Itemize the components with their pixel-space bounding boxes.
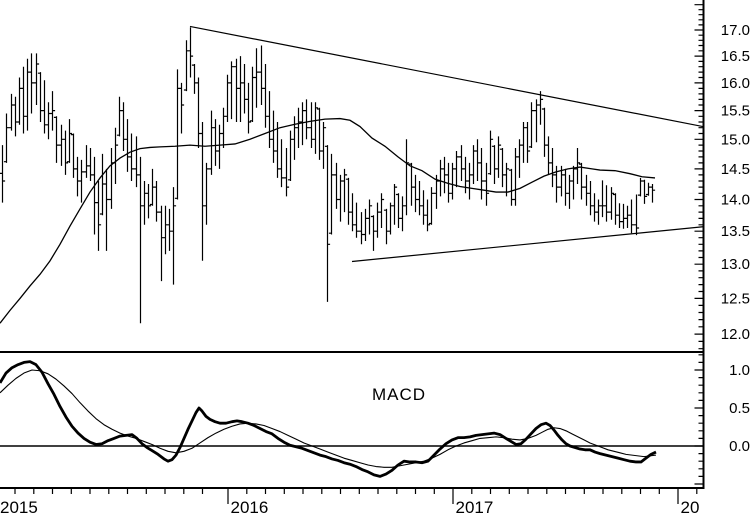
resistance-trendline [189, 25, 703, 128]
time-axis: 2015 2016 2017 20 [0, 488, 699, 517]
year-label: 20 [681, 498, 700, 517]
price-axis-label: 16.5 [721, 48, 750, 65]
macd-axis-ticks [694, 354, 704, 485]
price-axis-label: 15.0 [721, 131, 750, 148]
time-axis-ticks [14, 488, 698, 504]
year-label: 2016 [231, 498, 269, 517]
price-axis-label: 16.0 [721, 75, 750, 92]
macd-axis-label: 0.5 [729, 400, 750, 417]
price-axis-label: 13.5 [721, 223, 750, 240]
moving-average-line [0, 117, 656, 324]
macd-signal-line [0, 369, 657, 468]
price-axis-ticks [694, 4, 704, 350]
price-axis-label: 12.5 [721, 290, 750, 307]
price-axis-label: 13.0 [721, 256, 750, 273]
macd-axis-label: 1.0 [729, 362, 750, 379]
support-trendline [351, 226, 703, 263]
macd-axis-label: 0.0 [729, 438, 750, 455]
macd-panel [0, 360, 703, 478]
price-axis-label: 14.0 [721, 191, 750, 208]
price-axis-label: 12.0 [721, 326, 750, 343]
macd-indicator-label: MACD [372, 385, 427, 404]
price-axis: 17.0 16.5 16.0 15.5 15.0 14.5 14.0 13.5 13.0 12.5… [694, 4, 750, 350]
ohlc-bars [0, 27, 656, 324]
price-panel [0, 25, 703, 324]
year-label: 2017 [456, 498, 494, 517]
macd-axis: 1.0 0.5 0.0 [694, 354, 750, 485]
price-axis-label: 15.5 [721, 103, 750, 120]
price-axis-label: 17.0 [721, 22, 750, 39]
year-label: 2015 [0, 498, 38, 517]
price-axis-label: 14.5 [721, 161, 750, 178]
macd-line [0, 360, 657, 478]
